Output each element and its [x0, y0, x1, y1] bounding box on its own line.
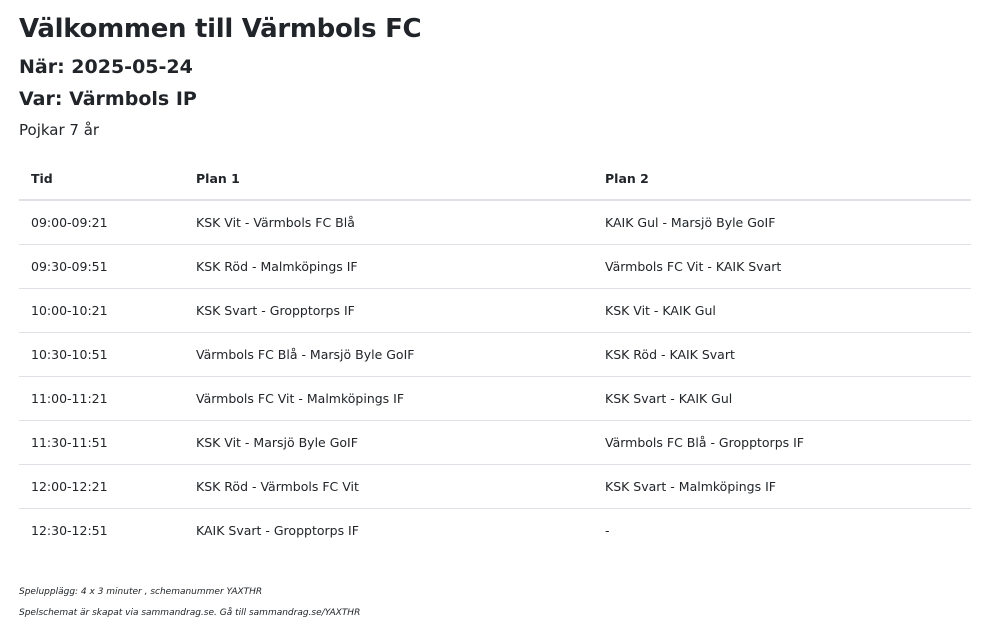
page-title: Välkommen till Värmbols FC	[19, 14, 422, 44]
cell-time: 09:30-09:51	[19, 244, 184, 289]
cell-plan-2: -	[605, 523, 610, 538]
event-date: När: 2025-05-24	[19, 56, 193, 78]
table-row: 12:00-12:21 KSK Röd - Värmbols FC Vit KSK …	[19, 464, 971, 509]
schedule-table: Tid Plan 1 Plan 2 09:00-09:21 KSK Vit - V…	[19, 157, 971, 552]
cell-plan-2: KSK Svart - Malmköpings IF	[593, 464, 971, 509]
cell-plan-1: Värmbols FC Vit - Malmköpings IF	[184, 376, 593, 421]
table-row: 11:00-11:21 Värmbols FC Vit - Malmköpings…	[19, 376, 971, 421]
table-row: 09:00-09:21 KSK Vit - Värmbols FC Blå KAIK…	[19, 200, 971, 245]
cell-plan-2: Värmbols FC Blå - Gropptorps IF	[593, 420, 971, 465]
column-header-time: Tid	[19, 157, 184, 201]
created-via-note: Spelschemat är skapat via sammandrag.se.…	[19, 608, 361, 618]
table-header-row: Tid Plan 1 Plan 2	[19, 157, 971, 201]
cell-plan-2: KAIK Gul - Marsjö Byle GoIF	[593, 200, 971, 245]
table-row: 10:00-10:21 KSK Svart - Gropptorps IF KSK …	[19, 288, 971, 333]
table-row: 10:30-10:51 Värmbols FC Blå - Marsjö Byle…	[19, 332, 971, 377]
cell-time: 09:00-09:21	[19, 200, 184, 245]
game-setup-note: Spelupplägg: 4 x 3 minuter , schemanumme…	[19, 587, 263, 597]
table-row: 09:30-09:51 KSK Röd - Malmköpings IF Värmb…	[19, 244, 971, 289]
cell-plan-1: KAIK Svart - Gropptorps IF	[196, 523, 359, 538]
column-header-plan-2: Plan 2	[593, 157, 971, 201]
cell-time: 10:30-10:51	[19, 332, 184, 377]
cell-plan-1: KSK Röd - Malmköpings IF	[184, 244, 593, 289]
table-row: 12:30-12:51 KAIK Svart - Gropptorps IF -	[19, 509, 971, 553]
age-category: Pojkar 7 år	[19, 121, 100, 139]
cell-time: 12:30-12:51	[31, 523, 108, 538]
cell-plan-2: KSK Svart - KAIK Gul	[593, 376, 971, 421]
table-row: 11:30-11:51 KSK Vit - Marsjö Byle GoIF Vär…	[19, 420, 971, 465]
column-header-plan-1: Plan 1	[184, 157, 593, 201]
cell-plan-1: KSK Svart - Gropptorps IF	[184, 288, 593, 333]
cell-plan-2: KSK Vit - KAIK Gul	[593, 288, 971, 333]
cell-time: 11:30-11:51	[19, 420, 184, 465]
cell-plan-1: Värmbols FC Blå - Marsjö Byle GoIF	[184, 332, 593, 377]
cell-plan-1: KSK Vit - Marsjö Byle GoIF	[184, 420, 593, 465]
cell-plan-2: Värmbols FC Vit - KAIK Svart	[593, 244, 971, 289]
cell-plan-1: KSK Vit - Värmbols FC Blå	[184, 200, 593, 245]
cell-plan-1: KSK Röd - Värmbols FC Vit	[184, 464, 593, 509]
cell-time: 12:00-12:21	[19, 464, 184, 509]
cell-time: 10:00-10:21	[19, 288, 184, 333]
cell-plan-2: KSK Röd - KAIK Svart	[593, 332, 971, 377]
cell-time: 11:00-11:21	[19, 376, 184, 421]
event-location: Var: Värmbols IP	[19, 88, 197, 110]
